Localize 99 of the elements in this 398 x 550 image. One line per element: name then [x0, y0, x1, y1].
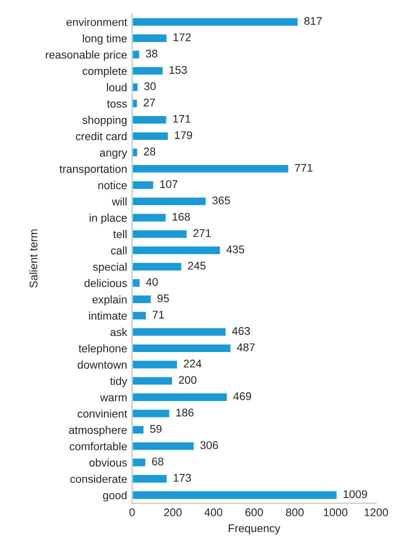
y-tick-label: in place [90, 214, 127, 224]
data-label: 95 [158, 294, 169, 302]
y-tick-label: loud [107, 83, 127, 92]
x-tick-label: 200 [164, 508, 182, 516]
y-tick-label: toss [107, 100, 127, 108]
data-label: 173 [174, 474, 191, 482]
data-label: 27 [144, 98, 155, 106]
bar [132, 82, 139, 92]
data-label: 463 [232, 327, 250, 335]
y-tick-label: tidy [110, 376, 128, 388]
bar [132, 310, 148, 321]
y-tick-label: reasonable price [46, 50, 127, 61]
bar [132, 408, 171, 419]
y-tick-label: considerate [70, 474, 127, 483]
y-tick-label: notice [98, 181, 127, 190]
bar [132, 33, 168, 44]
data-label: 107 [160, 180, 178, 188]
data-label: 200 [178, 376, 196, 384]
bar [132, 392, 228, 402]
y-tick-label: special [93, 262, 127, 273]
data-label: 469 [233, 392, 252, 400]
y-tick-label: long time [82, 34, 127, 45]
y-tick-label: warm [100, 395, 127, 402]
data-label: 271 [193, 229, 211, 237]
y-tick-label: comfortable [70, 442, 127, 450]
bar [132, 343, 232, 354]
x-tick-label: 800 [286, 508, 304, 516]
y-tick-label: intimate [89, 312, 127, 320]
bar [132, 98, 138, 109]
bar [132, 457, 147, 468]
x-tick-label: 400 [204, 508, 222, 516]
data-label: 224 [184, 360, 202, 368]
y-tick-label: transportation [60, 164, 127, 176]
bar [132, 440, 196, 452]
data-label: 186 [176, 408, 194, 416]
bar [132, 212, 167, 223]
bar [132, 326, 227, 338]
y-tick-label: convinient [78, 409, 128, 418]
data-label: 245 [188, 262, 206, 270]
data-label: 771 [295, 164, 312, 172]
bar [132, 49, 141, 60]
data-label: 365 [212, 196, 230, 204]
data-label: 153 [170, 66, 187, 74]
y-tick-label: telephone [78, 344, 127, 355]
bar [132, 294, 152, 304]
y-tick-label: shopping [82, 116, 127, 126]
data-label: 71 [152, 310, 164, 318]
data-label: 30 [144, 82, 156, 90]
data-label: 171 [173, 115, 190, 123]
y-tick-label: explain [92, 295, 127, 306]
y-tick-label: good [103, 491, 127, 502]
bar [132, 474, 168, 484]
bar [132, 164, 290, 174]
y-tick-label: angry [100, 150, 128, 159]
data-label: 817 [304, 17, 322, 25]
bar [132, 16, 299, 28]
y-tick-label: complete [82, 66, 127, 78]
x-tick-label: 1200 [364, 508, 388, 516]
y-tick-label: call [111, 246, 127, 254]
data-label: 435 [226, 245, 244, 254]
data-label: 179 [174, 131, 192, 140]
bar [132, 490, 338, 500]
x-axis-title: Frequency [228, 524, 280, 534]
data-label: 28 [144, 148, 156, 156]
y-tick-label: downtown [78, 360, 127, 369]
bar [132, 359, 178, 370]
bar [132, 228, 188, 240]
bar [132, 261, 183, 272]
y-tick-label: ask [110, 328, 128, 336]
data-label: 59 [150, 424, 162, 433]
bar [132, 130, 170, 142]
x-tick-label: 0 [129, 508, 135, 516]
x-tick-label: 600 [245, 508, 263, 516]
y-tick-label: atmosphere [69, 426, 127, 436]
data-label: 1009 [344, 490, 368, 498]
bar [132, 147, 139, 158]
bar [132, 245, 222, 256]
bar [132, 114, 168, 125]
data-label: 172 [174, 33, 191, 42]
y-tick-label: delicious [84, 278, 127, 288]
bar [132, 424, 145, 436]
data-label: 487 [236, 343, 255, 352]
y-tick-label: obvious [89, 458, 127, 467]
bar [132, 376, 174, 386]
bar [132, 196, 208, 207]
bar [132, 180, 155, 190]
data-label: 68 [152, 458, 164, 466]
y-tick-label: environment [66, 18, 128, 26]
y-tick-label: credit card [76, 132, 127, 140]
y-tick-label: tell [113, 230, 127, 238]
x-tick-label: 1000 [324, 508, 348, 516]
bar [132, 66, 164, 76]
data-label: 168 [172, 212, 190, 221]
y-axis-title: Salient term [29, 230, 38, 288]
data-label: 306 [200, 441, 218, 450]
y-tick-label: will [112, 197, 127, 206]
data-label: 40 [146, 278, 158, 286]
bar [132, 278, 141, 288]
data-label: 38 [146, 50, 158, 58]
